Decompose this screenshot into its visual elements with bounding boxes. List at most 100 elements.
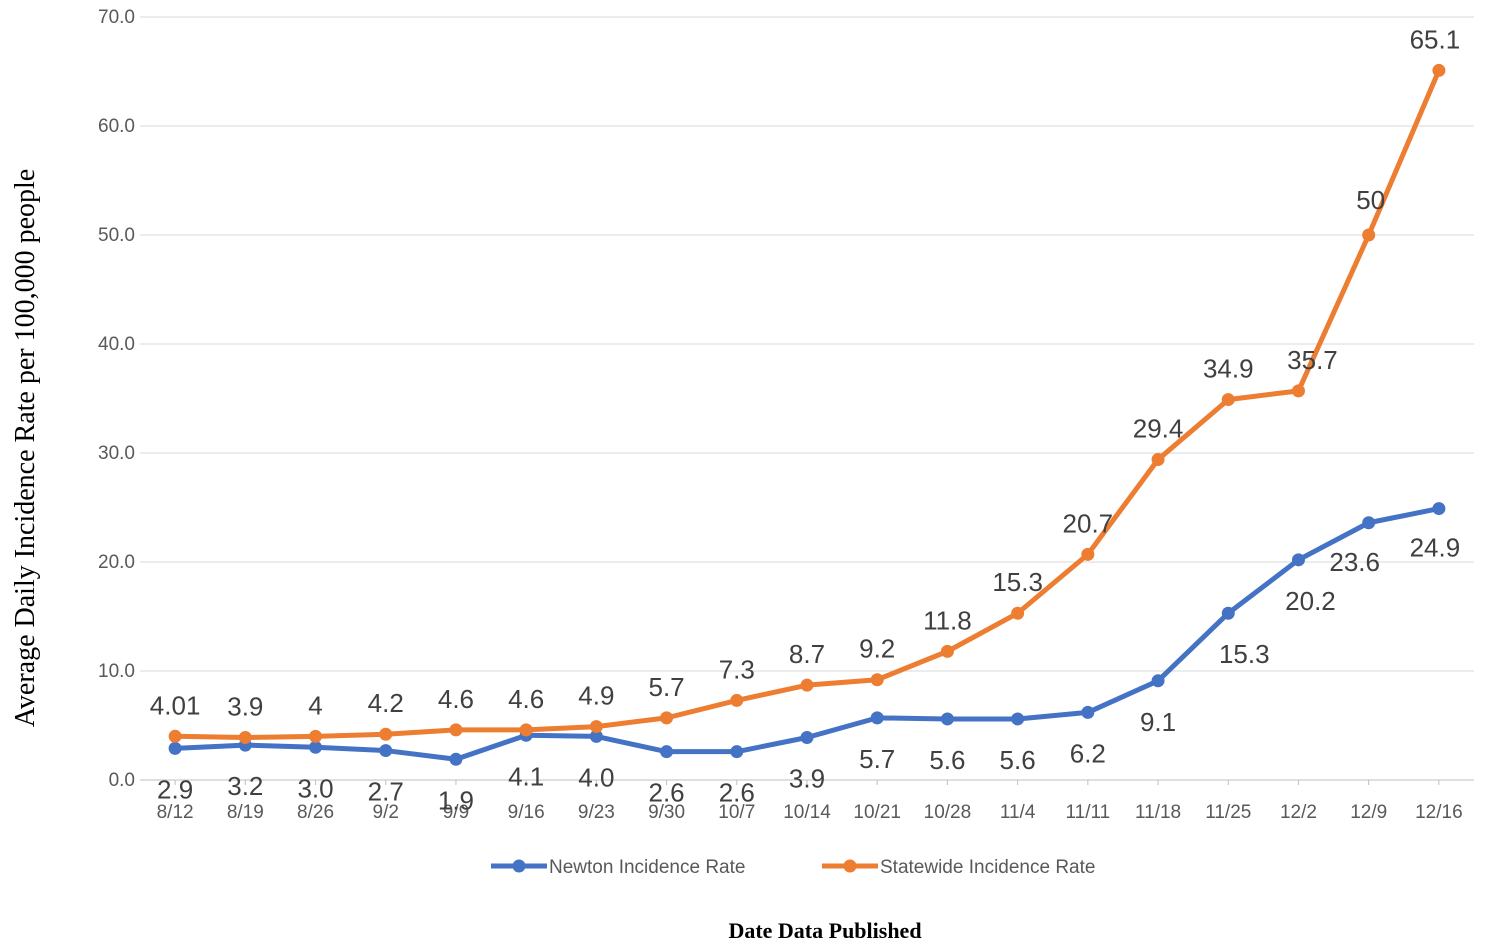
- data-label: 2.9: [157, 774, 193, 804]
- data-label: 6.2: [1070, 738, 1106, 768]
- data-label: 4.6: [508, 684, 544, 714]
- data-point: [379, 744, 393, 758]
- x-tick-label: 9/23: [578, 802, 615, 823]
- data-label: 5.7: [649, 672, 685, 702]
- legend-label: Statewide Incidence Rate: [880, 857, 1095, 878]
- series-line: [172, 506, 1442, 762]
- data-label: 5.6: [929, 745, 965, 775]
- data-label: 7.3: [719, 654, 755, 684]
- y-tick-label: 40.0: [98, 334, 135, 355]
- data-label: 4.6: [438, 684, 474, 714]
- series-line: [172, 67, 1442, 740]
- x-tick-label: 10/28: [924, 802, 972, 823]
- data-point: [1432, 63, 1446, 77]
- data-label: 2.6: [649, 778, 685, 808]
- x-tick-label: 9/2: [373, 802, 399, 823]
- data-point: [1151, 453, 1165, 467]
- data-point: [589, 720, 603, 734]
- x-tick-label: 9/9: [443, 802, 469, 823]
- data-labels: 2.9 3.2 3.0 2.7 1.9 4.1 4.0 2.6 2.6 3.9 5.7 5.6 5.6 6…: [150, 24, 1460, 815]
- x-tick-label: 11/25: [1205, 802, 1251, 823]
- data-label: 4.2: [368, 688, 404, 718]
- data-point: [660, 711, 674, 725]
- y-tick-label: 70.0: [98, 7, 135, 28]
- x-tick-label: 8/26: [297, 802, 334, 823]
- data-point: [870, 673, 884, 687]
- x-tick-label: 12/9: [1350, 802, 1387, 823]
- data-label: 3.9: [789, 763, 825, 793]
- x-tick-label: 10/7: [718, 802, 755, 823]
- x-tick-label: 8/12: [157, 802, 194, 823]
- x-tick-label: 10/21: [853, 802, 901, 823]
- x-tick-label: 10/14: [783, 802, 831, 823]
- data-point: [870, 711, 884, 725]
- data-point: [940, 712, 954, 726]
- series-points: [168, 63, 1446, 766]
- data-point: [379, 727, 393, 741]
- data-label: 29.4: [1133, 414, 1184, 444]
- data-point: [589, 729, 603, 743]
- data-point: [1151, 674, 1165, 688]
- data-label: 11.8: [923, 605, 972, 635]
- y-tick-label: 0.0: [109, 770, 135, 791]
- data-point: [730, 693, 744, 707]
- y-tick-label: 30.0: [98, 443, 135, 464]
- y-tick-label: 10.0: [98, 661, 135, 682]
- legend-swatch-marker: [512, 859, 526, 873]
- data-point: [1221, 606, 1235, 620]
- data-point: [1011, 712, 1025, 726]
- data-point: [449, 752, 463, 766]
- data-label: 35.7: [1287, 345, 1338, 375]
- data-label: 4.1: [508, 761, 544, 791]
- data-point: [168, 741, 182, 755]
- data-point: [1081, 547, 1095, 561]
- data-label: 23.6: [1329, 547, 1380, 577]
- data-label: 34.9: [1203, 354, 1254, 384]
- legend-swatch-marker: [843, 859, 857, 873]
- data-point: [1432, 502, 1446, 516]
- legend-label: Newton Incidence Rate: [549, 857, 745, 878]
- data-point: [309, 740, 323, 754]
- data-point: [660, 745, 674, 759]
- data-point: [449, 723, 463, 737]
- data-label: 3.0: [297, 773, 333, 803]
- y-axis-label: Average Daily Incidence Rate per 100,000…: [10, 169, 41, 727]
- x-tick-label: 9/16: [508, 802, 545, 823]
- data-point: [800, 730, 814, 744]
- data-point: [309, 729, 323, 743]
- data-label: 15.3: [1219, 639, 1270, 669]
- data-point: [1362, 228, 1376, 242]
- data-label: 5.6: [1000, 745, 1036, 775]
- data-point: [519, 723, 533, 737]
- data-label: 2.7: [368, 777, 404, 807]
- data-label: 9.1: [1140, 707, 1176, 737]
- data-label: 4: [308, 690, 322, 720]
- data-label: 3.2: [227, 771, 263, 801]
- data-label: 15.3: [992, 567, 1043, 597]
- x-axis-label: Date Data Published: [728, 918, 921, 941]
- data-label: 9.2: [859, 634, 895, 664]
- x-tick-label: 9/30: [648, 802, 685, 823]
- data-point: [800, 678, 814, 692]
- legend: Newton Incidence Rate Statewide Incidence…: [491, 857, 1095, 878]
- data-point: [1081, 705, 1095, 719]
- x-axis-ticks: 8/12 8/19 8/26 9/2 9/9 9/16 9/23 9/30 10/7 10/14 1…: [157, 780, 1463, 823]
- data-point: [1362, 516, 1376, 530]
- data-label: 4.9: [578, 681, 614, 711]
- x-tick-label: 8/19: [227, 802, 264, 823]
- data-label: 8.7: [789, 639, 825, 669]
- data-point: [238, 730, 252, 744]
- data-point: [940, 644, 954, 658]
- y-axis-ticks: 0.0 10.0 20.0 30.0 40.0 50.0 60.0 70.0: [98, 7, 135, 791]
- data-label: 3.9: [227, 691, 263, 721]
- data-label: 20.2: [1285, 586, 1336, 616]
- data-label: 20.7: [1063, 508, 1114, 538]
- data-label: 50: [1356, 185, 1385, 215]
- data-point: [730, 745, 744, 759]
- data-point: [1291, 553, 1305, 567]
- x-tick-label: 11/4: [1000, 802, 1036, 823]
- data-label: 2.6: [719, 778, 755, 808]
- x-tick-label: 11/18: [1135, 802, 1181, 823]
- gridlines: [140, 16, 1474, 781]
